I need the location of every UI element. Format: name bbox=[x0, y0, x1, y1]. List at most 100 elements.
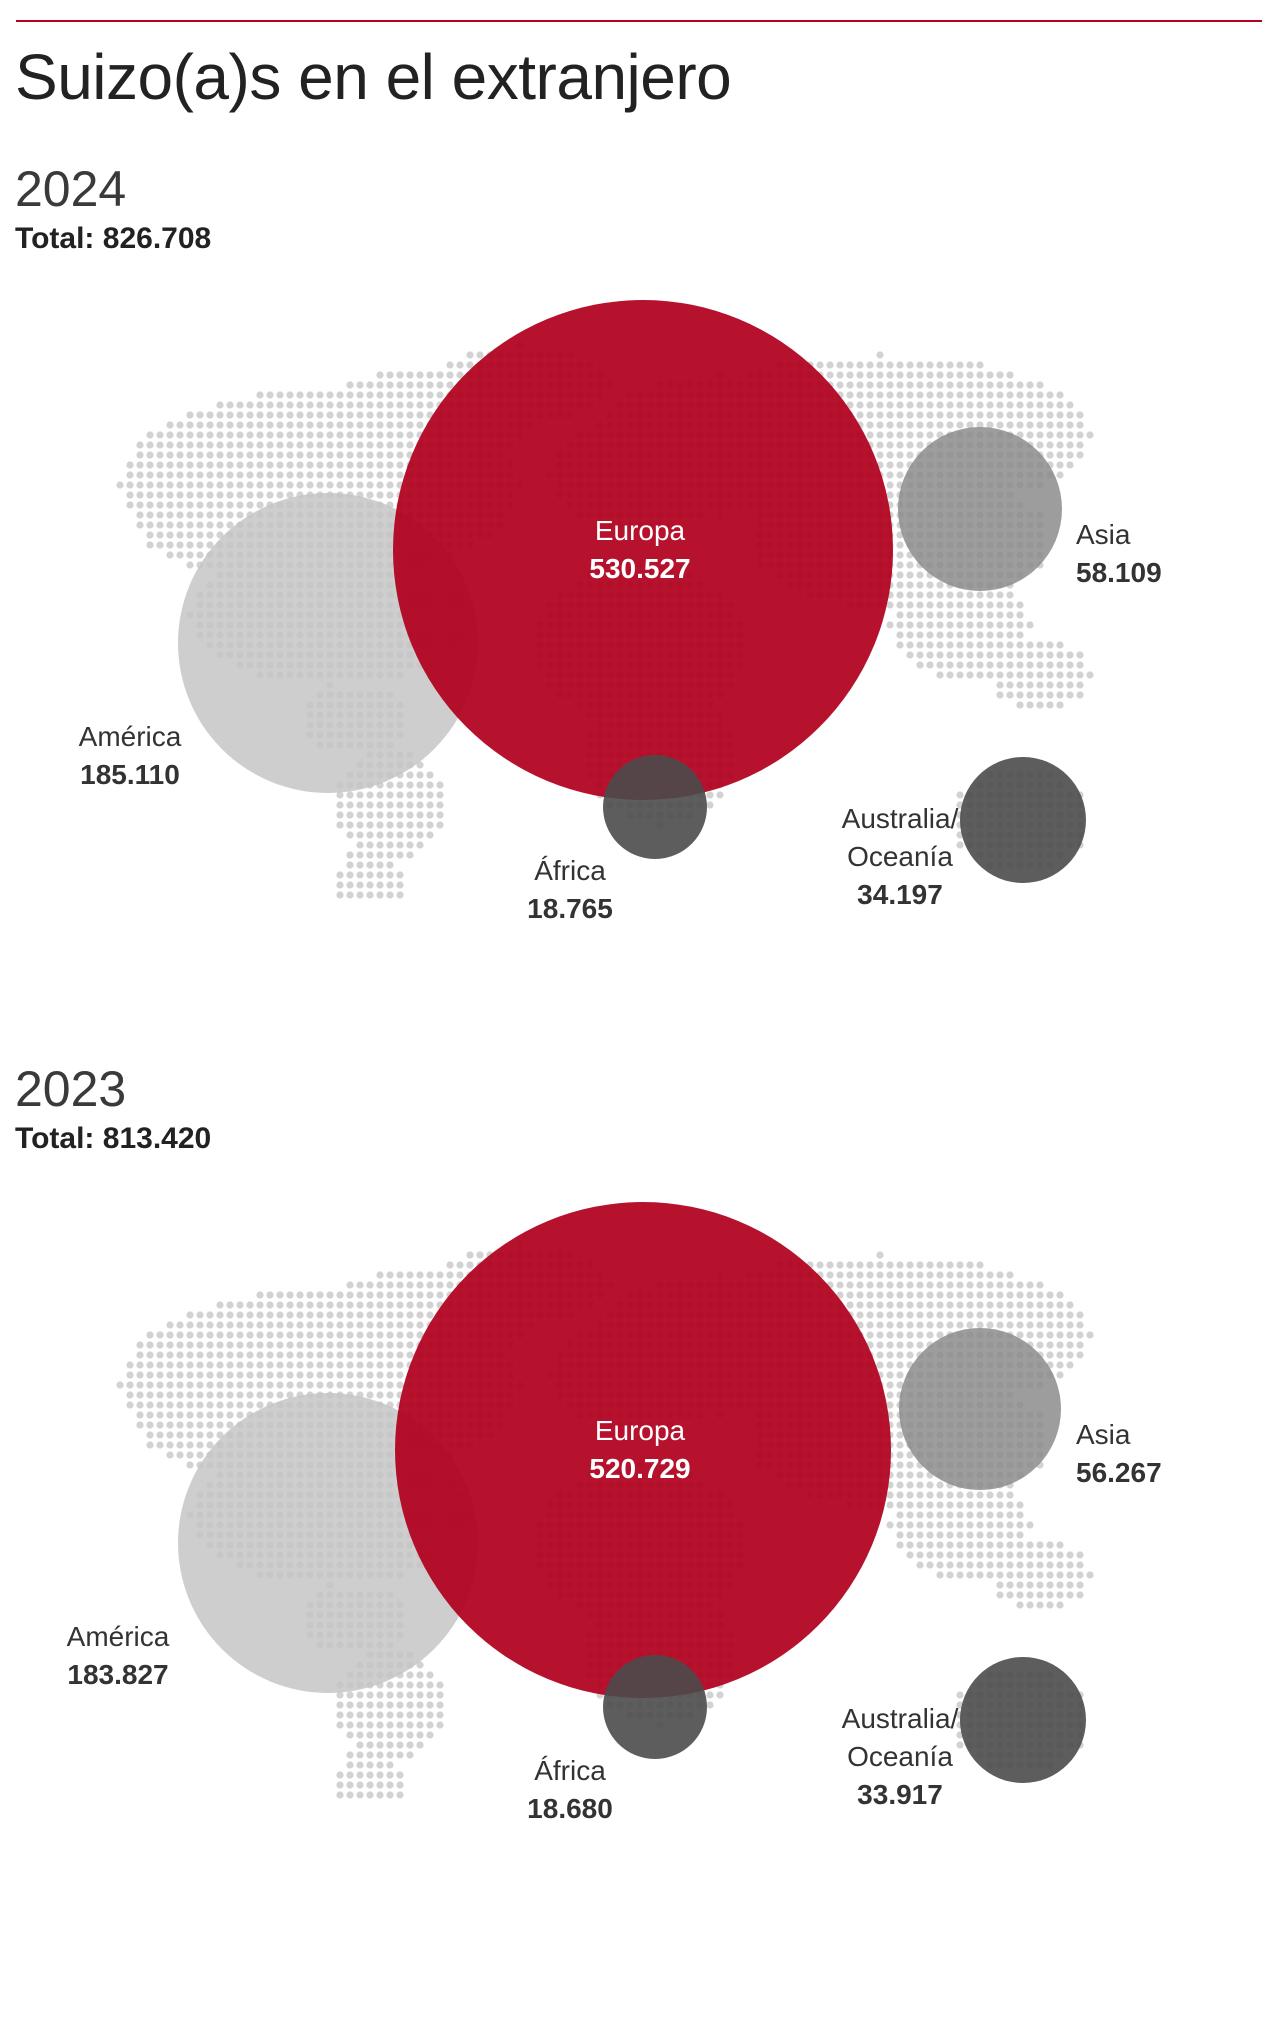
land-dot bbox=[1046, 1541, 1054, 1549]
land-dot bbox=[196, 511, 204, 519]
land-dot bbox=[396, 801, 404, 809]
land-dot bbox=[386, 811, 394, 819]
land-dot bbox=[956, 361, 964, 369]
land-dot bbox=[1036, 671, 1044, 679]
land-dot bbox=[906, 571, 914, 579]
land-dot bbox=[276, 491, 284, 499]
land-dot bbox=[1046, 1551, 1054, 1559]
land-dot bbox=[886, 601, 894, 609]
land-dot bbox=[416, 771, 424, 779]
land-dot bbox=[966, 1531, 974, 1539]
land-dot bbox=[196, 441, 204, 449]
land-dot bbox=[966, 1271, 974, 1279]
land-dot bbox=[316, 451, 324, 459]
land-dot bbox=[176, 451, 184, 459]
land-dot bbox=[156, 471, 164, 479]
land-dot bbox=[1076, 1311, 1084, 1319]
land-dot bbox=[256, 1371, 264, 1379]
land-dot bbox=[926, 611, 934, 619]
land-dot bbox=[876, 1291, 884, 1299]
land-dot bbox=[1016, 1321, 1024, 1329]
land-dot bbox=[216, 431, 224, 439]
land-dot bbox=[1056, 1311, 1064, 1319]
land-dot bbox=[856, 1301, 864, 1309]
land-dot bbox=[366, 1351, 374, 1359]
land-dot bbox=[196, 521, 204, 529]
land-dot bbox=[1066, 1351, 1074, 1359]
land-dot bbox=[446, 361, 454, 369]
land-dot bbox=[236, 451, 244, 459]
land-dot bbox=[336, 1301, 344, 1309]
land-dot bbox=[936, 1521, 944, 1529]
land-dot bbox=[876, 401, 884, 409]
land-dot bbox=[256, 1391, 264, 1399]
land-dot bbox=[1026, 1321, 1034, 1329]
land-dot bbox=[1046, 671, 1054, 679]
land-dot bbox=[996, 1521, 1004, 1529]
land-dot bbox=[816, 361, 824, 369]
land-dot bbox=[206, 541, 214, 549]
land-dot bbox=[1086, 1331, 1094, 1339]
land-dot bbox=[346, 421, 354, 429]
land-dot bbox=[236, 1391, 244, 1399]
land-dot bbox=[316, 1351, 324, 1359]
land-dot bbox=[926, 1311, 934, 1319]
land-dot bbox=[1026, 391, 1034, 399]
land-dot bbox=[946, 411, 954, 419]
land-dot bbox=[396, 461, 404, 469]
land-dot bbox=[896, 1331, 904, 1339]
land-dot bbox=[1016, 661, 1024, 669]
land-dot bbox=[216, 501, 224, 509]
africa-bubble bbox=[603, 755, 707, 859]
land-dot bbox=[326, 1351, 334, 1359]
land-dot bbox=[1076, 1341, 1084, 1349]
land-dot bbox=[276, 461, 284, 469]
land-dot bbox=[366, 841, 374, 849]
land-dot bbox=[156, 1341, 164, 1349]
land-dot bbox=[896, 621, 904, 629]
land-dot bbox=[256, 1311, 264, 1319]
land-dot bbox=[936, 1331, 944, 1339]
land-dot bbox=[936, 671, 944, 679]
land-dot bbox=[376, 431, 384, 439]
land-dot bbox=[366, 1391, 374, 1399]
land-dot bbox=[966, 1551, 974, 1559]
land-dot bbox=[416, 1301, 424, 1309]
land-dot bbox=[916, 1511, 924, 1519]
land-dot bbox=[1046, 391, 1054, 399]
land-dot bbox=[416, 381, 424, 389]
land-dot bbox=[236, 401, 244, 409]
land-dot bbox=[376, 881, 384, 889]
land-dot bbox=[926, 1531, 934, 1539]
land-dot bbox=[1006, 1521, 1014, 1529]
land-dot bbox=[386, 1361, 394, 1369]
land-dot bbox=[946, 391, 954, 399]
land-dot bbox=[986, 1531, 994, 1539]
land-dot bbox=[1046, 701, 1054, 709]
land-dot bbox=[226, 1381, 234, 1389]
land-dot bbox=[1016, 691, 1024, 699]
land-dot bbox=[846, 381, 854, 389]
land-dot bbox=[966, 391, 974, 399]
land-dot bbox=[376, 421, 384, 429]
land-dot bbox=[1006, 1541, 1014, 1549]
land-dot bbox=[296, 1291, 304, 1299]
land-dot bbox=[426, 1311, 434, 1319]
land-dot bbox=[286, 1301, 294, 1309]
land-dot bbox=[406, 1331, 414, 1339]
land-dot bbox=[916, 431, 924, 439]
land-dot bbox=[876, 1331, 884, 1339]
land-dot bbox=[396, 1271, 404, 1279]
land-dot bbox=[836, 361, 844, 369]
land-dot bbox=[886, 1331, 894, 1339]
land-dot bbox=[876, 391, 884, 399]
land-dot bbox=[996, 641, 1004, 649]
land-dot bbox=[1056, 391, 1064, 399]
land-dot bbox=[996, 401, 1004, 409]
land-dot bbox=[216, 441, 224, 449]
land-dot bbox=[366, 1361, 374, 1369]
land-dot bbox=[386, 491, 394, 499]
land-dot bbox=[196, 1381, 204, 1389]
land-dot bbox=[996, 651, 1004, 659]
land-dot bbox=[226, 461, 234, 469]
